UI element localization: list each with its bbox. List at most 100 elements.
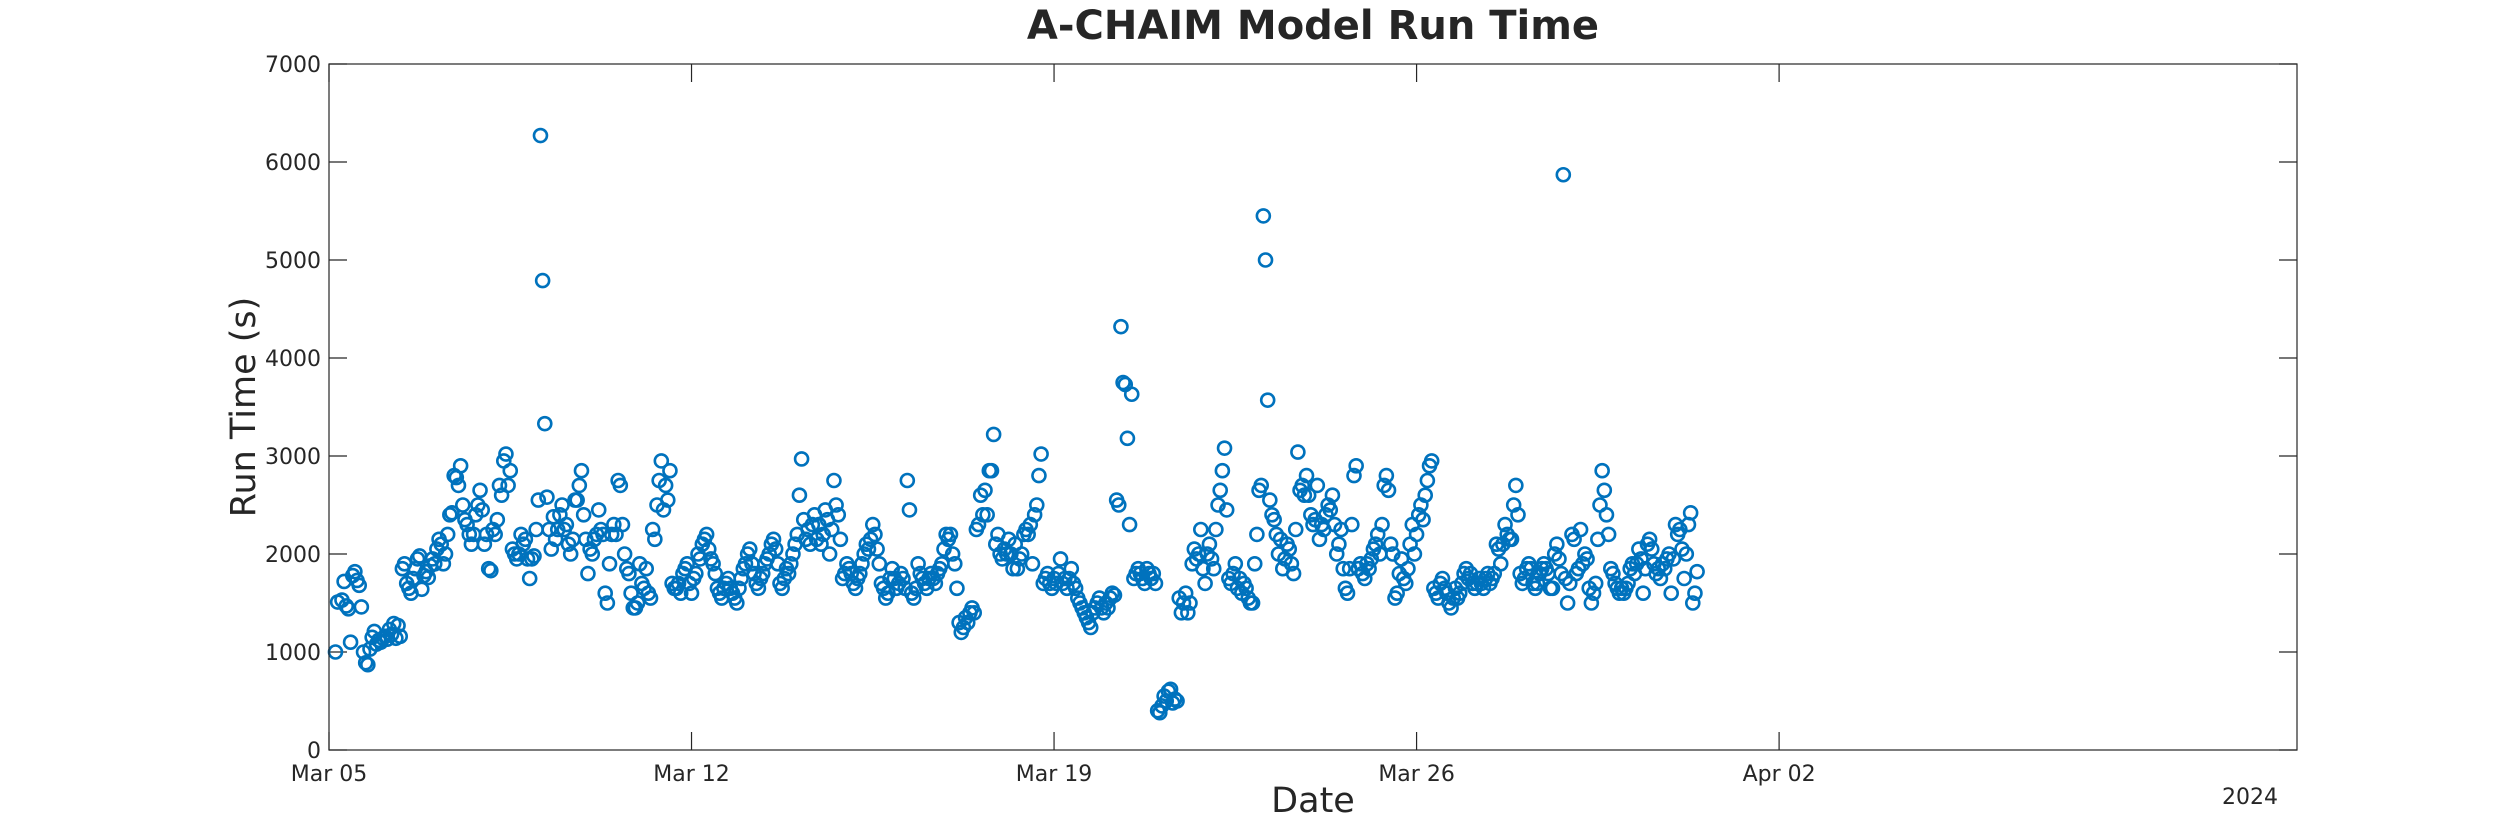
data-point	[629, 595, 646, 611]
chart-title: A-CHAIM Model Run Time	[1027, 3, 1599, 49]
data-point	[1656, 560, 1673, 577]
y-tick-label: 2000	[265, 543, 321, 568]
data-point	[1544, 580, 1561, 597]
data-point	[1324, 487, 1341, 504]
data-point	[927, 575, 944, 592]
data-point	[871, 555, 888, 572]
x-tick-label: Mar 19	[1016, 762, 1093, 787]
data-point	[1205, 560, 1222, 577]
data-point	[1415, 511, 1431, 528]
data-point	[1682, 505, 1699, 521]
data-point	[392, 628, 409, 645]
data-point	[1572, 521, 1589, 538]
data-point	[483, 562, 499, 579]
data-point	[1283, 555, 1300, 572]
data-point	[1110, 497, 1127, 513]
x-axis-label: Date	[1271, 781, 1355, 821]
data-point	[426, 555, 443, 572]
data-point	[729, 595, 745, 611]
data-point	[1382, 536, 1399, 553]
data-point	[1348, 457, 1364, 474]
data-point	[854, 555, 870, 572]
data-point	[452, 457, 469, 474]
data-point	[347, 563, 363, 580]
data-point	[1339, 585, 1356, 602]
data-point	[353, 599, 370, 615]
data-point	[1262, 492, 1278, 508]
data-point	[1145, 565, 1162, 582]
data-point	[985, 426, 1002, 443]
data-point	[569, 492, 585, 508]
data-point	[390, 617, 406, 634]
data-point	[852, 565, 868, 582]
data-point	[342, 634, 359, 651]
y-tick-label: 3000	[265, 445, 321, 470]
data-point	[1195, 560, 1211, 577]
data-point	[1031, 467, 1047, 484]
data-point	[688, 565, 704, 582]
data-point	[804, 516, 821, 533]
data-point	[1218, 502, 1235, 518]
data-point	[454, 497, 471, 513]
data-point	[476, 536, 493, 553]
data-point	[750, 580, 767, 597]
data-point	[1380, 482, 1397, 499]
data-point	[653, 453, 670, 469]
x-axis-year-label: 2024	[2222, 785, 2278, 810]
x-tick-label: Mar 05	[291, 762, 368, 787]
data-point	[606, 516, 622, 533]
data-point	[1406, 546, 1423, 562]
data-point	[1238, 580, 1254, 597]
data-point	[1378, 467, 1395, 484]
data-point	[1559, 595, 1576, 611]
data-point	[1665, 551, 1682, 567]
data-point	[526, 548, 542, 564]
data-point	[1106, 587, 1123, 603]
data-point	[767, 541, 784, 557]
data-point	[1400, 560, 1416, 577]
data-point	[360, 656, 376, 673]
data-point	[1596, 482, 1613, 499]
data-point	[1190, 546, 1207, 562]
y-tick-label: 7000	[265, 53, 321, 78]
data-point	[539, 489, 555, 505]
data-point	[1510, 506, 1526, 523]
data-point	[1169, 693, 1185, 709]
data-point	[1033, 446, 1049, 462]
data-point	[1551, 551, 1567, 567]
data-point	[823, 521, 840, 538]
data-point	[500, 477, 516, 494]
axis-ticks: 0 1000 2000 3000 4000 5000 6000 7000 Mar 05 Mar 1…	[265, 53, 2297, 787]
data-point	[1587, 575, 1604, 592]
data-point	[1201, 536, 1218, 553]
data-point	[899, 472, 916, 489]
data-point	[1257, 252, 1274, 268]
data-point	[472, 482, 488, 499]
data-point	[1024, 555, 1041, 572]
data-point	[357, 654, 374, 671]
data-point	[793, 451, 810, 467]
data-point	[1285, 565, 1302, 582]
data-point	[1419, 472, 1436, 489]
data-point	[1389, 585, 1405, 602]
data-point	[521, 570, 538, 587]
plot-frame	[328, 63, 2298, 751]
data-point	[1216, 440, 1233, 456]
data-point	[1374, 516, 1390, 533]
data-point	[1197, 575, 1213, 592]
data-point	[498, 446, 514, 462]
data-point	[558, 516, 575, 533]
data-point	[1335, 560, 1352, 577]
data-point	[659, 492, 676, 508]
data-point	[1397, 575, 1414, 592]
y-tick-label: 1000	[265, 641, 321, 666]
data-point	[489, 511, 506, 528]
data-point	[647, 531, 663, 548]
data-point	[1434, 570, 1451, 587]
data-point	[530, 492, 547, 508]
data-point	[1020, 526, 1036, 543]
data-point	[1028, 497, 1045, 513]
data-point	[1331, 536, 1347, 553]
